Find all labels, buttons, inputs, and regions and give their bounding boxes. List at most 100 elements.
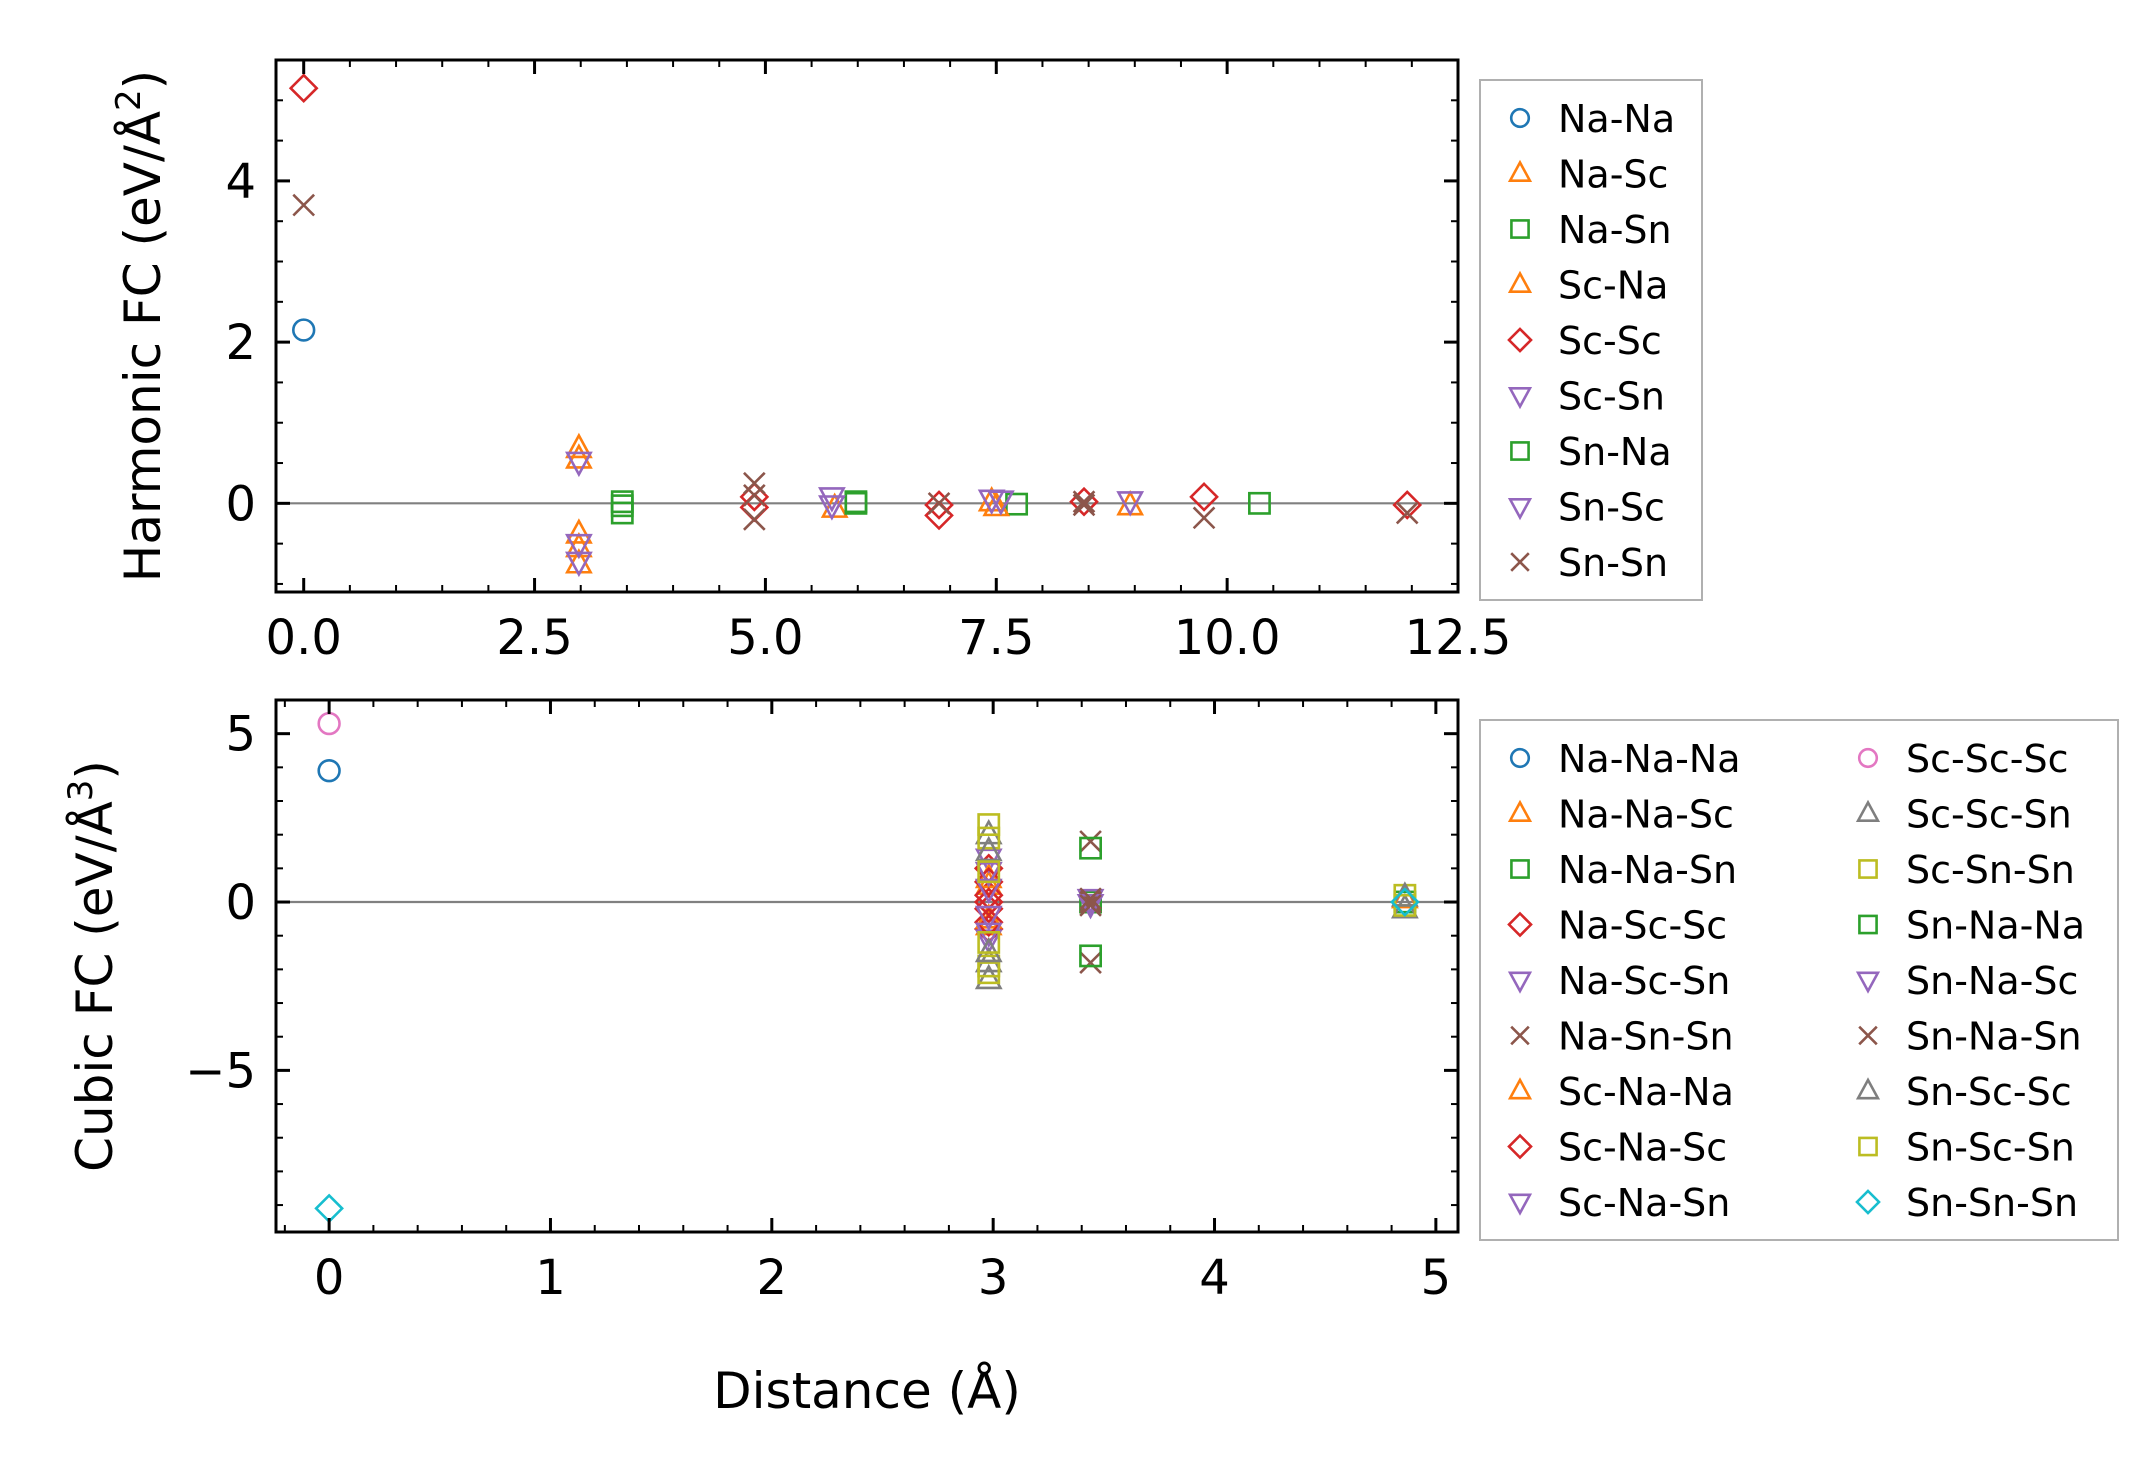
- series-sn-na-sn: [1079, 887, 1102, 917]
- legend-marker: [1507, 498, 1533, 521]
- y-axis-label-exponent: 2: [109, 89, 149, 111]
- series-sc-sc-sc: [317, 711, 341, 736]
- data-point: [1392, 490, 1423, 520]
- data-point: [982, 490, 1011, 517]
- x-axis-label: Distance (Å): [713, 1362, 1021, 1420]
- data-point: [1079, 887, 1102, 910]
- series-sc-na-sc: [973, 866, 1004, 938]
- data-point: [1248, 491, 1271, 515]
- x-tick-label: 12.5: [1405, 610, 1512, 666]
- data-point: [1072, 490, 1096, 514]
- legend-marker: [1507, 159, 1533, 182]
- series-sc-sn-sn: [977, 813, 1417, 985]
- data-point: [564, 432, 593, 459]
- legend-marker: [1858, 1136, 1878, 1157]
- series-sn-sn: [292, 193, 1419, 531]
- data-point: [973, 866, 1004, 897]
- legend-label: Sn-Sn-Sn: [1906, 1181, 2078, 1225]
- y-tick-label: 2: [225, 315, 256, 371]
- legend-label: Sc-Sn: [1558, 375, 1665, 419]
- data-point: [1189, 482, 1219, 512]
- data-points: [314, 711, 1420, 1224]
- data-point: [317, 711, 341, 736]
- data-point: [288, 73, 319, 104]
- x-tick-label: 2: [757, 1250, 788, 1306]
- plot-frame: [274, 58, 1460, 594]
- data-point: [1079, 894, 1102, 917]
- legend-label: Sc-Na-Sc: [1558, 1126, 1727, 1170]
- legend-label: Sn-Sn: [1558, 541, 1668, 585]
- y-tick-label: 4: [225, 154, 256, 210]
- data-point: [924, 500, 954, 531]
- legend-label: Na-Na-Sc: [1558, 793, 1734, 837]
- harmonic-fc-panel: 0.0 2.5 5.0 7.5 10.0 12.5 0 2 4 Harmonic FC (eV/…: [109, 58, 1703, 666]
- data-point: [314, 1193, 344, 1224]
- data-point: [564, 518, 593, 544]
- legend-marker: [1507, 911, 1533, 938]
- legend-marker: [1510, 441, 1530, 461]
- data-point: [317, 759, 341, 783]
- legend-label: Sc-Sc-Sn: [1906, 793, 2072, 837]
- y-axis-label: Harmonic FC (eV/Å2): [109, 70, 172, 582]
- legend-marker: [1507, 1193, 1533, 1216]
- data-point: [974, 922, 1003, 949]
- legend-marker: [1858, 1025, 1878, 1046]
- legend-label: Na-Sc: [1558, 153, 1668, 197]
- data-point: [974, 878, 1003, 905]
- legend-label: Sc-Na-Sn: [1558, 1181, 1730, 1225]
- legend: Na-Na-Na Na-Na-Sc Na-Na-Sn Na-Sc-Sc Na-Sc-Sn…: [1479, 719, 2119, 1241]
- data-point: [610, 494, 634, 518]
- x-tick-label: 4: [1199, 1250, 1230, 1306]
- data-point: [564, 533, 593, 560]
- legend-label: Na-Sn: [1558, 208, 1672, 252]
- series-na-na-na: [317, 759, 341, 783]
- x-tick-label: 0.0: [266, 610, 342, 666]
- series-sc-sc: [288, 73, 1423, 531]
- x-tick-label: 5: [1421, 1250, 1452, 1306]
- data-point: [739, 492, 770, 523]
- legend-label: Sc-Na-Na: [1558, 1070, 1734, 1114]
- legend-label: Sn-Na-Na: [1906, 904, 2085, 948]
- legend-marker: [1510, 219, 1530, 239]
- data-point: [974, 835, 1003, 862]
- data-point: [564, 551, 593, 578]
- legend-label: Na-Na-Na: [1558, 737, 1741, 781]
- y-tick-label: 0: [225, 476, 256, 532]
- data-point: [1395, 501, 1419, 525]
- legend-marker: [1857, 747, 1879, 769]
- x-tick-label: 0: [314, 1250, 345, 1306]
- data-point: [977, 961, 1001, 985]
- series-sn-na: [610, 490, 868, 518]
- tick-labels: 0 1 2 3 4 5 5 0 −5: [185, 707, 1451, 1306]
- data-point: [1116, 491, 1145, 517]
- y-axis-label-text: Harmonic FC (eV/Å: [114, 111, 172, 582]
- legend-marker: [1855, 799, 1881, 822]
- data-point: [977, 860, 1001, 884]
- legend-marker: [1507, 327, 1533, 353]
- x-tick-label: 1: [535, 1250, 566, 1306]
- legend-marker: [1855, 1189, 1881, 1215]
- legend-frame: [1479, 719, 2119, 1241]
- legend-marker: [1507, 1077, 1533, 1100]
- x-tick-label: 7.5: [958, 610, 1034, 666]
- legend-marker: [1858, 859, 1878, 879]
- data-point: [1079, 836, 1103, 860]
- data-point: [743, 471, 766, 495]
- legend-marker: [1509, 747, 1531, 769]
- legend-label: Sc-Sc-Sc: [1906, 737, 2068, 781]
- legend-marker: [1510, 552, 1530, 572]
- legend-label: Na-Sc-Sn: [1558, 959, 1730, 1003]
- series-sn-sc-sc: [974, 835, 1419, 963]
- legend-label: Sc-Na: [1558, 264, 1668, 308]
- series-sn-sc: [564, 490, 1015, 578]
- data-point: [1072, 493, 1096, 517]
- series-sc-sn: [564, 451, 1145, 560]
- series-na-na: [292, 318, 316, 342]
- legend-marker: [1855, 971, 1881, 994]
- x-tick-label: 3: [978, 1250, 1009, 1306]
- data-point: [977, 826, 1001, 850]
- data-point: [564, 451, 593, 478]
- data-point: [564, 443, 593, 469]
- plot-frame: [274, 698, 1460, 1234]
